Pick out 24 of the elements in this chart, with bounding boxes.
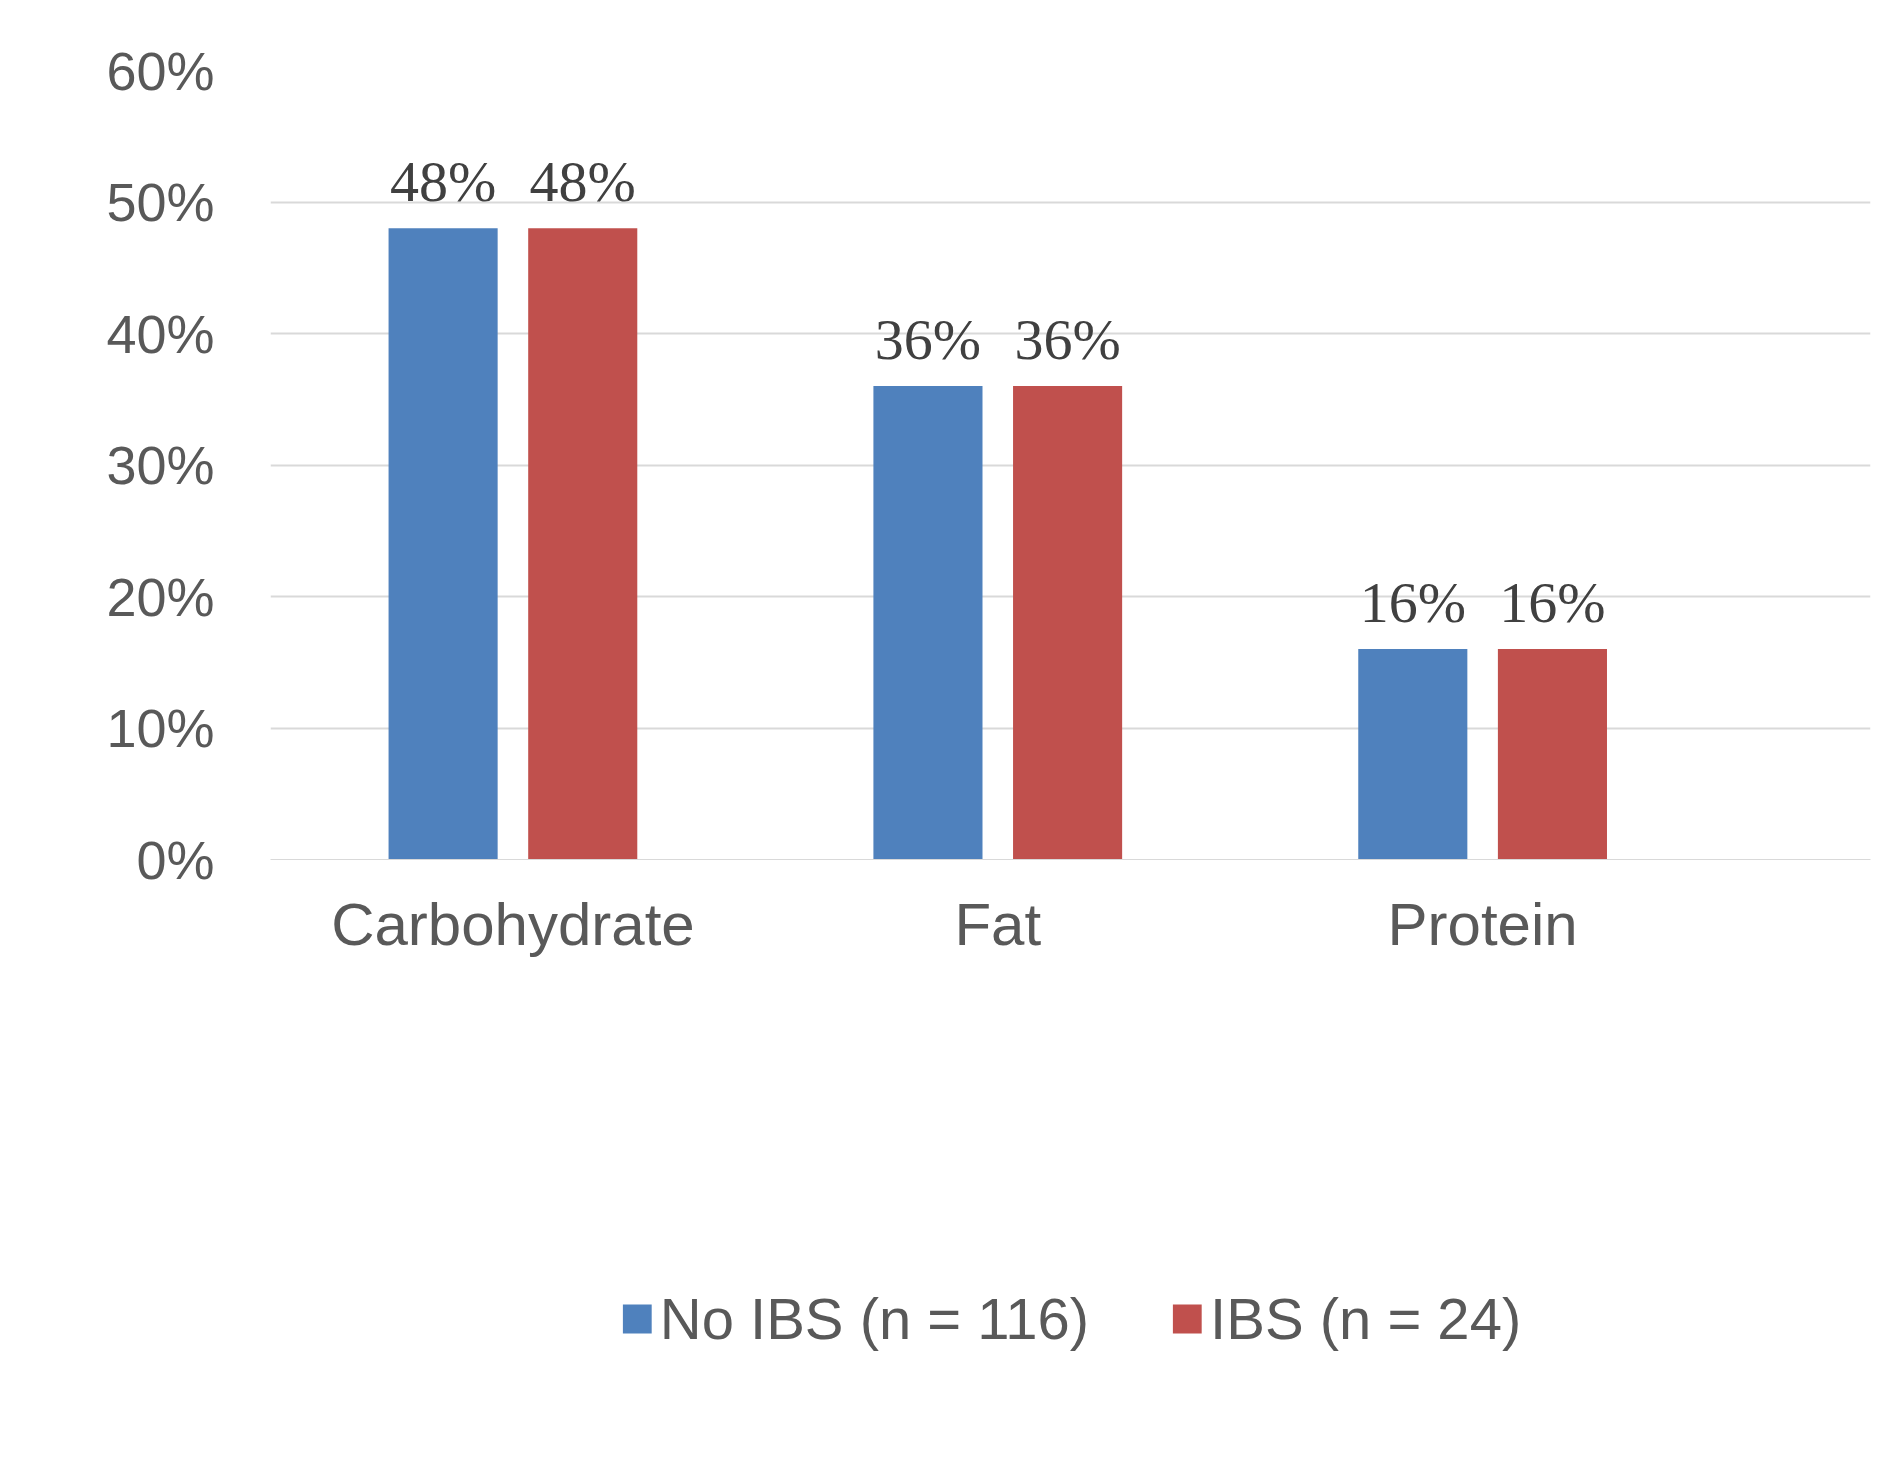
legend-label: No IBS (n = 116) [659,1284,1090,1352]
y-tick-label: 20% [106,566,215,627]
y-tick-label: 10% [106,698,215,758]
x-tick-label: Fat [954,890,1042,958]
data-label: 48% [529,149,636,215]
bar [873,386,983,860]
bar [388,228,498,860]
y-tick-label: 0% [136,829,215,890]
x-tick-label: Carbohydrate [331,890,695,958]
y-tick-label: 50% [106,172,215,232]
bar [1497,649,1607,860]
x-tick-label: Protein [1387,890,1578,958]
bar [1013,386,1123,860]
legend-label: IBS (n = 24) [1210,1284,1522,1352]
bar [528,228,638,860]
data-label: 36% [874,307,982,373]
y-tick-label: 60% [106,40,215,101]
data-label: 16% [1499,570,1606,636]
data-label: 36% [1014,307,1121,373]
data-label: 48% [389,149,497,215]
y-tick-label: 40% [106,303,215,364]
y-tick-label: 30% [106,435,215,495]
data-label: 16% [1359,570,1466,636]
bar [1358,649,1468,860]
